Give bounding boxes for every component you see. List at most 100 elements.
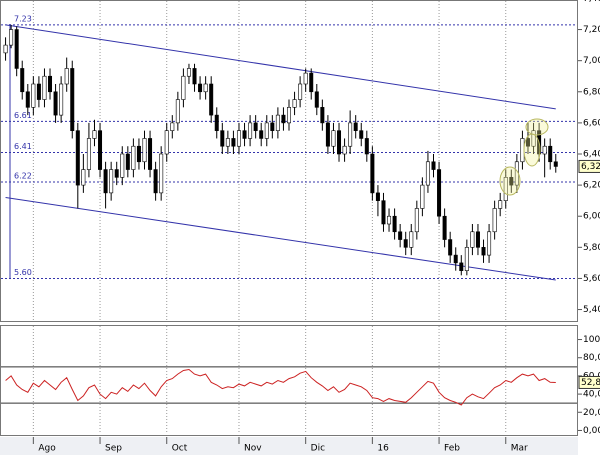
level-label: 5.60 bbox=[14, 268, 32, 277]
candle-body bbox=[220, 130, 225, 147]
candle-body bbox=[286, 107, 291, 124]
candle-body bbox=[181, 75, 186, 100]
rsi-panel-frame bbox=[0, 325, 578, 436]
y-tick-label: 7,40 bbox=[583, 0, 600, 4]
candle-body bbox=[464, 247, 469, 271]
candle-body bbox=[498, 200, 503, 209]
candle-body bbox=[131, 145, 136, 170]
level-label: 6.61 bbox=[14, 111, 32, 120]
candle-body bbox=[259, 130, 264, 139]
candle-body bbox=[14, 29, 19, 69]
x-axis-strip bbox=[0, 437, 578, 455]
candle-body bbox=[553, 161, 558, 167]
candle-body bbox=[214, 114, 219, 131]
candle-body bbox=[59, 83, 64, 116]
candle-body bbox=[64, 68, 69, 85]
candle-body bbox=[136, 145, 141, 163]
candle-body bbox=[359, 130, 364, 139]
candle-body bbox=[309, 72, 314, 93]
candle-body bbox=[353, 122, 358, 131]
candle-body bbox=[264, 122, 269, 139]
x-tick-label: Nov bbox=[244, 444, 262, 454]
candle-body bbox=[36, 83, 41, 100]
candle-body bbox=[170, 122, 175, 131]
candle-body bbox=[403, 239, 408, 248]
candle-body bbox=[120, 153, 125, 178]
candle-body bbox=[437, 169, 442, 217]
candle-body bbox=[492, 208, 497, 233]
candle-body bbox=[364, 138, 369, 155]
candle-body bbox=[75, 130, 80, 186]
candle-body bbox=[114, 169, 119, 178]
y-tick-label: 7,20 bbox=[583, 25, 600, 35]
candle-body bbox=[325, 122, 330, 147]
y-tick-label: 6,00 bbox=[583, 212, 600, 222]
y-tick-label: 5,60 bbox=[583, 274, 600, 284]
candle-body bbox=[275, 114, 280, 131]
candle-body bbox=[148, 138, 153, 170]
candle-body bbox=[381, 200, 386, 225]
x-tick-label: Mar bbox=[511, 444, 528, 454]
candle-body bbox=[192, 68, 197, 85]
candle-body bbox=[375, 192, 380, 201]
candle-body bbox=[453, 254, 458, 264]
candle-body bbox=[548, 145, 553, 163]
candle-body bbox=[281, 114, 286, 124]
candle-body bbox=[186, 68, 191, 77]
y-tick-label: 5,80 bbox=[583, 243, 600, 253]
last-value-box bbox=[578, 159, 600, 173]
candle-body bbox=[31, 83, 36, 108]
candle-body bbox=[203, 83, 208, 93]
y-tick-label: 80,00 bbox=[583, 353, 600, 363]
candle-body bbox=[331, 130, 336, 147]
candle-body bbox=[470, 231, 475, 248]
x-tick-label: Dic bbox=[311, 444, 325, 454]
candle-body bbox=[387, 215, 392, 225]
candle-body bbox=[103, 169, 108, 194]
candle-body bbox=[420, 184, 425, 209]
x-tick-label: Feb bbox=[444, 444, 460, 454]
candle-body bbox=[164, 130, 169, 155]
candle-body bbox=[86, 138, 91, 170]
candle-body bbox=[392, 215, 397, 233]
rsi-line bbox=[5, 368, 556, 406]
level-label: 6.41 bbox=[14, 142, 32, 151]
candle-body bbox=[270, 122, 275, 131]
candle-body bbox=[348, 122, 353, 147]
candle-body bbox=[125, 153, 130, 170]
candle-body bbox=[175, 99, 180, 124]
candle-body bbox=[231, 138, 236, 147]
candle-body bbox=[25, 91, 30, 108]
highlight bbox=[523, 133, 541, 167]
candle-body bbox=[542, 145, 547, 155]
candle-body bbox=[431, 161, 436, 170]
candle-body bbox=[487, 231, 492, 256]
candle-body bbox=[236, 130, 241, 147]
candle-body bbox=[531, 130, 536, 147]
candle-body bbox=[209, 83, 214, 116]
candle-body bbox=[48, 75, 53, 93]
candle-body bbox=[142, 138, 147, 163]
candle-body bbox=[370, 153, 375, 194]
candle-body bbox=[320, 107, 325, 124]
candle-body bbox=[448, 239, 453, 256]
x-tick-label: Oct bbox=[172, 444, 188, 454]
candle-body bbox=[337, 130, 342, 155]
candle-body bbox=[475, 231, 480, 248]
candle-body bbox=[92, 130, 97, 139]
candle-body bbox=[81, 169, 86, 186]
candle-body bbox=[253, 122, 258, 131]
y-tick-label: 100,00 bbox=[583, 335, 600, 345]
candle-body bbox=[159, 153, 164, 194]
y-tick-label: 6,80 bbox=[583, 87, 600, 97]
level-label: 7.23 bbox=[14, 14, 32, 23]
candle-body bbox=[242, 130, 247, 139]
y-tick-label: 7,00 bbox=[583, 56, 600, 66]
candle-body bbox=[3, 44, 8, 54]
candle-body bbox=[20, 68, 25, 93]
candle-body bbox=[442, 215, 447, 240]
candle-body bbox=[481, 247, 486, 256]
